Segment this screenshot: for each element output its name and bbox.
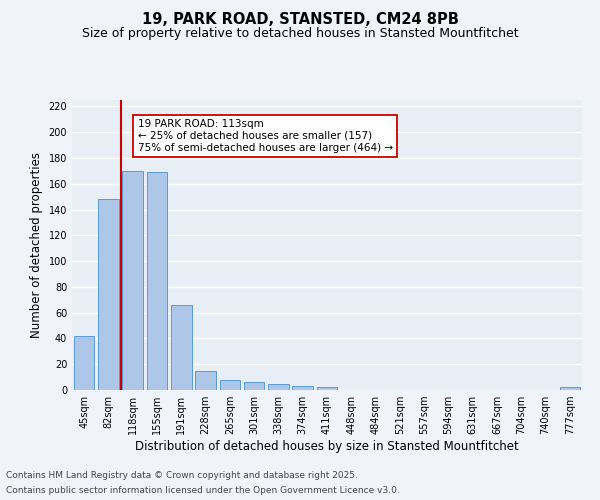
Bar (220, 380, 240, 390)
Text: Contains HM Land Registry data © Crown copyright and database right 2025.: Contains HM Land Registry data © Crown c… (6, 471, 358, 480)
Text: 19 PARK ROAD: 113sqm
← 25% of detached houses are smaller (157)
75% of semi-deta: 19 PARK ROAD: 113sqm ← 25% of detached h… (137, 120, 392, 152)
Bar (195, 370, 216, 390)
X-axis label: Distribution of detached houses by size in Stansted Mountfitchet: Distribution of detached houses by size … (135, 440, 519, 453)
Text: Size of property relative to detached houses in Stansted Mountfitchet: Size of property relative to detached ho… (82, 28, 518, 40)
Bar (98, 199, 119, 390)
Text: 19, PARK ROAD, STANSTED, CM24 8PB: 19, PARK ROAD, STANSTED, CM24 8PB (142, 12, 458, 28)
Y-axis label: Number of detached properties: Number of detached properties (30, 152, 43, 338)
Bar (244, 382, 265, 390)
Bar (171, 305, 191, 390)
Bar (560, 388, 580, 390)
Bar (122, 171, 143, 390)
Bar (268, 384, 289, 390)
Text: Contains public sector information licensed under the Open Government Licence v3: Contains public sector information licen… (6, 486, 400, 495)
Bar (317, 388, 337, 390)
Bar (74, 336, 94, 390)
Bar (146, 172, 167, 390)
Bar (292, 386, 313, 390)
